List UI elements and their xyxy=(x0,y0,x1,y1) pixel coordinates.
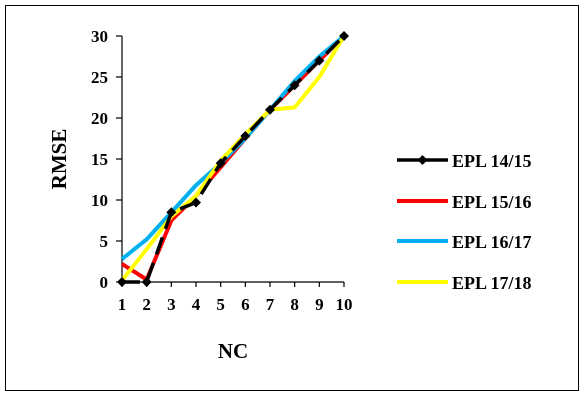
x-tick-label: 2 xyxy=(142,295,151,314)
y-tick-label: 15 xyxy=(91,150,108,169)
y-tick-labels: 0 5 10 15 20 25 30 xyxy=(91,27,108,292)
x-tick-label: 8 xyxy=(290,295,299,314)
legend: EPL 14/15 EPL 15/16 EPL 16/17 EPL 17/18 xyxy=(397,151,532,293)
legend-item: EPL 15/16 xyxy=(397,192,532,212)
y-tick-label: 0 xyxy=(100,273,109,292)
x-tick-label: 4 xyxy=(192,295,201,314)
data-point-marker xyxy=(289,80,300,91)
series-epl-14-15 xyxy=(117,31,349,287)
x-tick-labels: 1 2 3 4 5 6 7 8 9 10 xyxy=(118,295,353,314)
series-epl-17-18 xyxy=(120,34,346,282)
series-lines xyxy=(117,31,349,287)
data-point-marker xyxy=(166,207,177,218)
legend-label: EPL 16/17 xyxy=(452,232,532,252)
x-axis-title: NC xyxy=(218,339,248,363)
legend-item: EPL 14/15 xyxy=(397,151,532,171)
legend-item: EPL 17/18 xyxy=(397,273,532,293)
y-tick-label: 30 xyxy=(91,27,108,46)
series-line xyxy=(120,34,346,282)
y-tick-label: 5 xyxy=(100,232,109,251)
x-tick-label: 6 xyxy=(241,295,250,314)
legend-marker xyxy=(417,155,428,165)
legend-item: EPL 16/17 xyxy=(397,232,532,252)
legend-label: EPL 17/18 xyxy=(452,273,532,293)
data-point-marker xyxy=(265,104,275,115)
y-tick-label: 10 xyxy=(91,191,108,210)
data-point-marker xyxy=(240,131,251,142)
series-epl-15-16 xyxy=(120,34,346,282)
legend-label: EPL 15/16 xyxy=(452,192,532,212)
series-line xyxy=(120,34,346,282)
x-tick-label: 1 xyxy=(118,295,127,314)
axes xyxy=(121,36,344,283)
x-tick-label: 3 xyxy=(167,295,176,314)
data-point-marker xyxy=(339,31,349,41)
x-tick-label: 7 xyxy=(266,295,275,314)
chart-frame xyxy=(5,5,579,391)
data-point-marker xyxy=(117,277,127,287)
x-tick-label: 5 xyxy=(216,295,225,314)
legend-label: EPL 14/15 xyxy=(452,151,532,171)
series-line xyxy=(122,34,346,284)
x-tick-label: 10 xyxy=(336,295,353,314)
data-point-marker xyxy=(141,277,152,287)
data-point-marker xyxy=(191,197,201,208)
x-tick-label: 9 xyxy=(315,295,324,314)
y-axis-title: RMSE xyxy=(47,129,71,190)
data-point-marker xyxy=(314,55,325,66)
tick-marks xyxy=(116,35,345,287)
y-tick-label: 20 xyxy=(91,109,108,128)
y-tick-label: 25 xyxy=(91,68,108,87)
data-point-marker xyxy=(215,158,226,169)
